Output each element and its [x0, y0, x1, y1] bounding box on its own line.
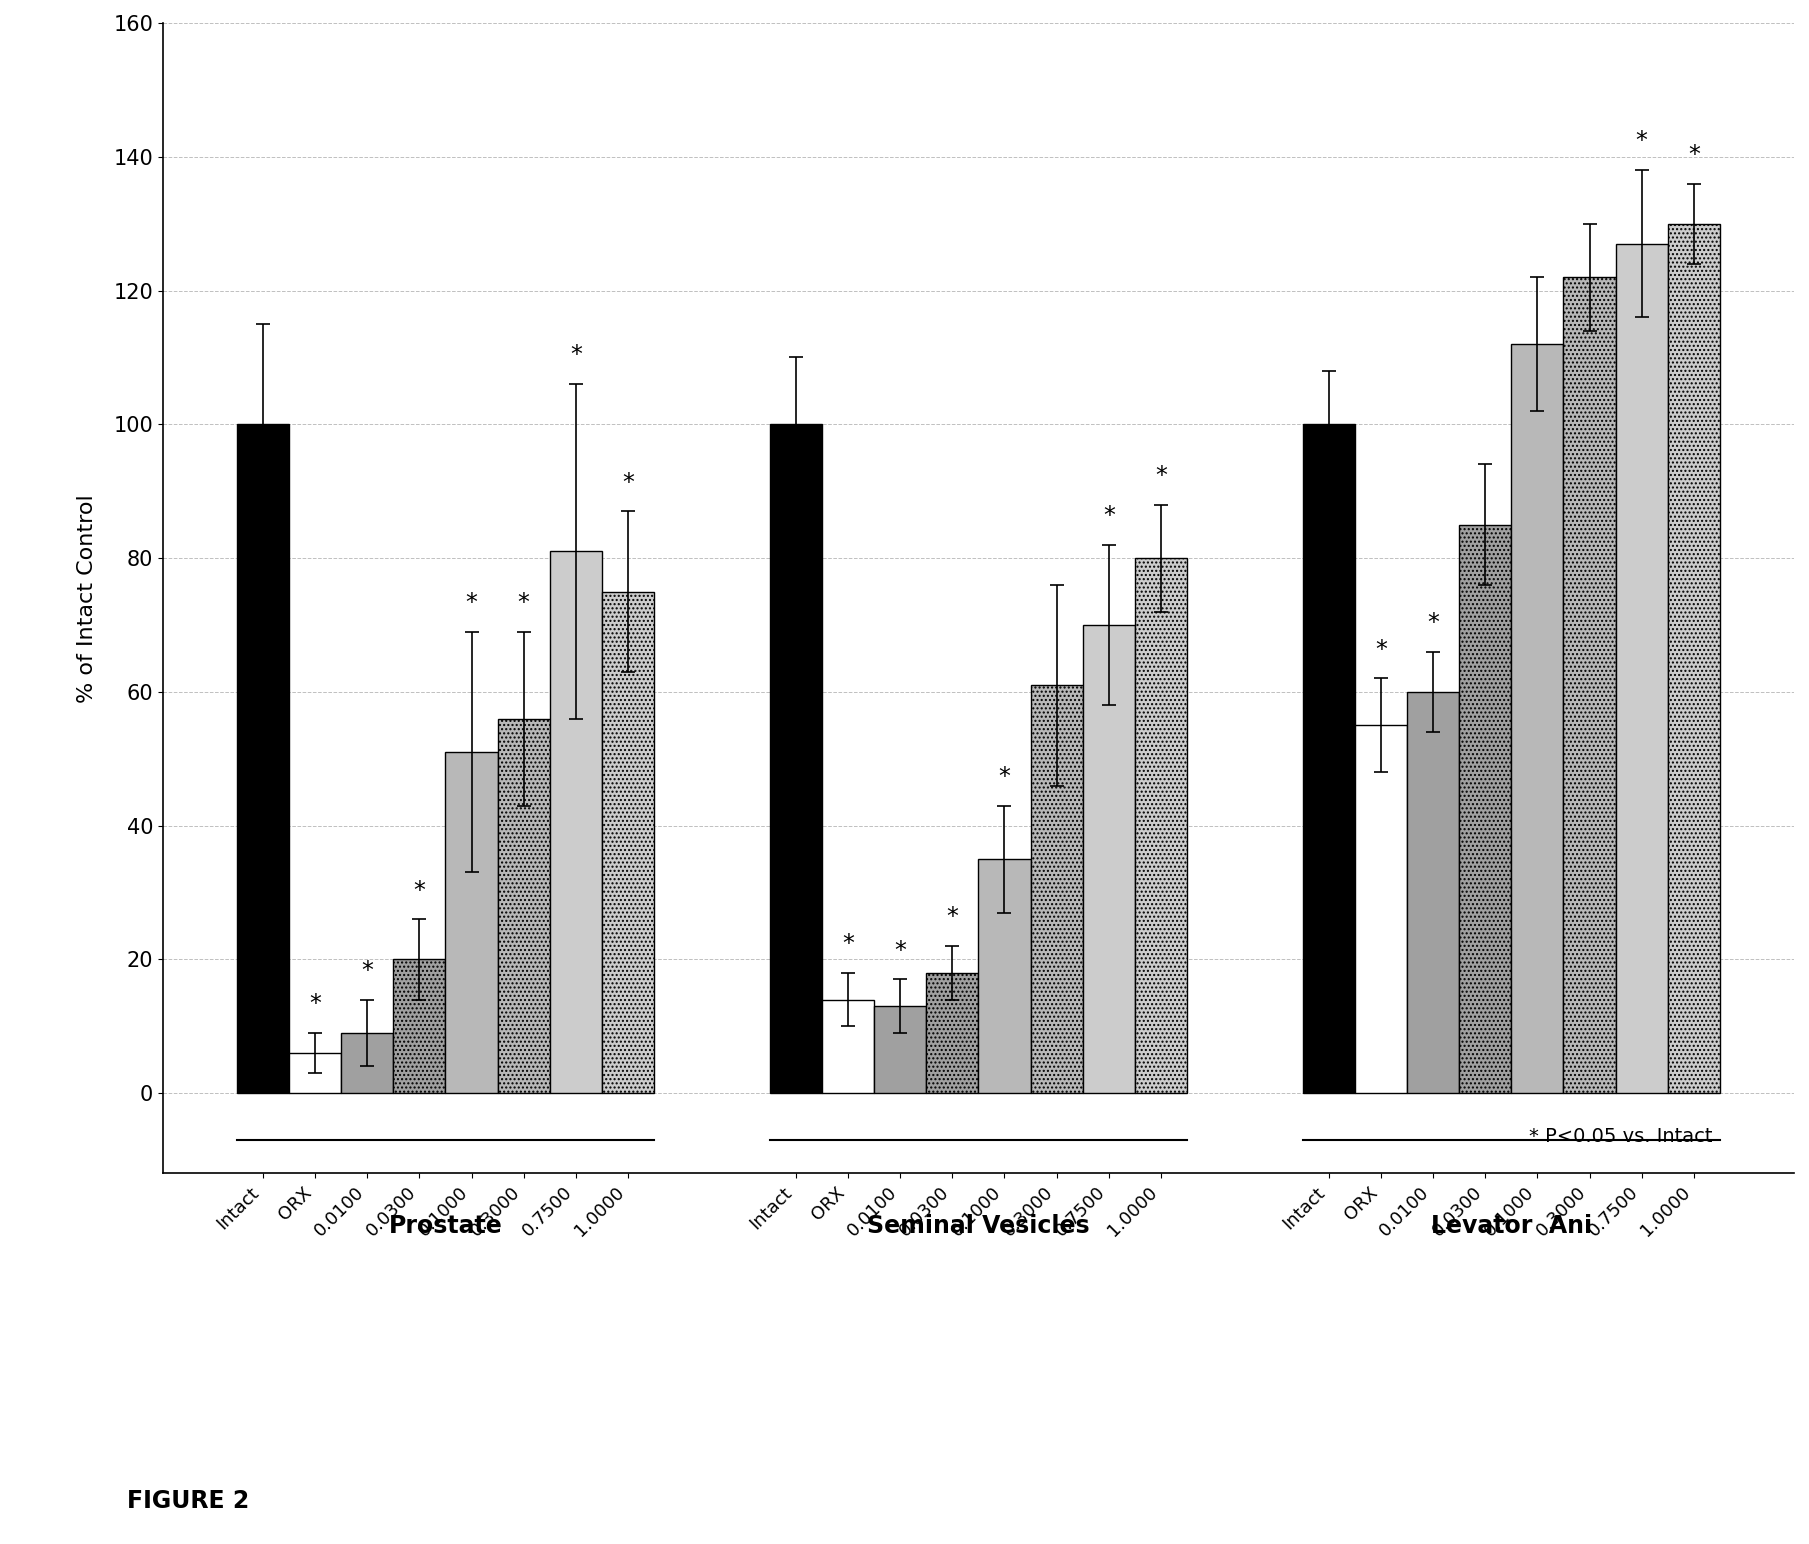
- Bar: [1615, 244, 1668, 1093]
- Text: Levator  Ani: Levator Ani: [1431, 1214, 1592, 1238]
- Text: *: *: [414, 879, 425, 903]
- Bar: [1460, 525, 1511, 1093]
- Bar: [771, 425, 821, 1093]
- Bar: [1407, 692, 1460, 1093]
- Bar: [445, 752, 497, 1093]
- Text: *: *: [999, 764, 1011, 789]
- Bar: [342, 1033, 393, 1093]
- Text: Seminal Vesicles: Seminal Vesicles: [867, 1214, 1089, 1238]
- Bar: [550, 551, 602, 1093]
- Text: *: *: [843, 933, 854, 956]
- Text: *: *: [1427, 611, 1440, 635]
- Bar: [602, 591, 655, 1093]
- Bar: [1134, 557, 1187, 1093]
- Bar: [497, 718, 550, 1093]
- Text: *: *: [362, 959, 373, 984]
- Bar: [926, 973, 979, 1093]
- Text: *: *: [465, 591, 478, 615]
- Bar: [1302, 425, 1355, 1093]
- Bar: [979, 858, 1031, 1093]
- Bar: [1355, 726, 1407, 1093]
- Bar: [874, 1007, 926, 1093]
- Bar: [1082, 625, 1134, 1093]
- Text: *: *: [1103, 503, 1114, 528]
- Text: * P<0.05 vs. Intact: * P<0.05 vs. Intact: [1529, 1127, 1713, 1146]
- Text: *: *: [1688, 142, 1700, 167]
- Text: *: *: [309, 993, 320, 1016]
- Text: *: *: [1635, 130, 1648, 153]
- Bar: [821, 999, 874, 1093]
- Bar: [393, 959, 445, 1093]
- Text: *: *: [517, 591, 530, 615]
- Text: Prostate: Prostate: [389, 1214, 503, 1238]
- Text: FIGURE 2: FIGURE 2: [127, 1488, 250, 1513]
- Text: *: *: [622, 471, 633, 494]
- Bar: [1668, 224, 1720, 1093]
- Bar: [289, 1053, 342, 1093]
- Bar: [1031, 686, 1082, 1093]
- Bar: [1511, 344, 1563, 1093]
- Y-axis label: % of Intact Control: % of Intact Control: [76, 494, 96, 703]
- Bar: [1563, 278, 1615, 1093]
- Text: *: *: [946, 905, 959, 929]
- Text: *: *: [894, 939, 906, 963]
- Text: *: *: [570, 343, 582, 367]
- Text: *: *: [1154, 463, 1167, 488]
- Text: *: *: [1375, 638, 1388, 662]
- Bar: [237, 425, 289, 1093]
